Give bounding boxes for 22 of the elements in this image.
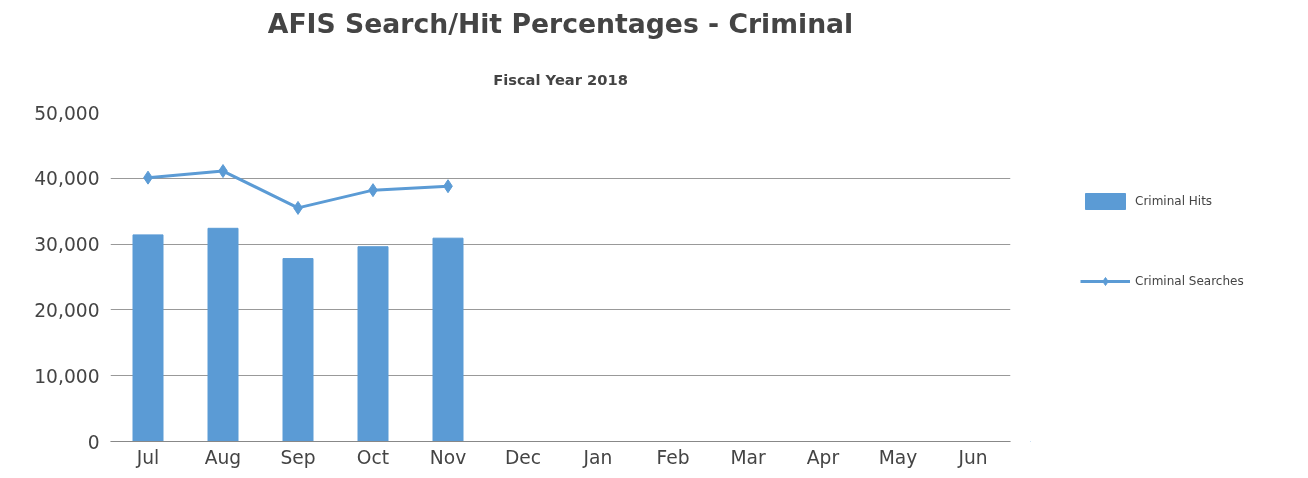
y-tick-label: 50,000 <box>34 102 100 124</box>
y-tick-label: 10,000 <box>34 365 100 387</box>
y-tick-label: 40,000 <box>34 168 100 190</box>
x-tick-label: Oct <box>356 446 390 468</box>
x-tick-label: Jan <box>582 446 613 468</box>
x-tick-label: Sep <box>280 446 316 468</box>
x-tick-label: Feb <box>656 446 690 468</box>
x-tick-label: Jul <box>135 446 160 468</box>
legend-label: Criminal Searches <box>1135 274 1244 288</box>
x-tick-label: Apr <box>806 446 840 468</box>
legend-label: Criminal Hits <box>1135 194 1213 208</box>
chart-subtitle: Fiscal Year 2018 <box>493 70 628 88</box>
x-tick-label: Aug <box>204 446 242 468</box>
x-tick-label: May <box>878 446 918 468</box>
x-tick-label: Jun <box>957 446 988 468</box>
y-tick-label: 0 <box>87 431 100 453</box>
y-tick-label: 30,000 <box>34 234 100 256</box>
x-tick-label: Mar <box>730 446 766 468</box>
y-tick-label: 20,000 <box>34 299 100 321</box>
chart-title: AFIS Search/Hit Percentages - Criminal <box>267 7 854 39</box>
x-tick-label: Dec <box>504 446 542 468</box>
x-tick-label: Nov <box>429 446 467 468</box>
